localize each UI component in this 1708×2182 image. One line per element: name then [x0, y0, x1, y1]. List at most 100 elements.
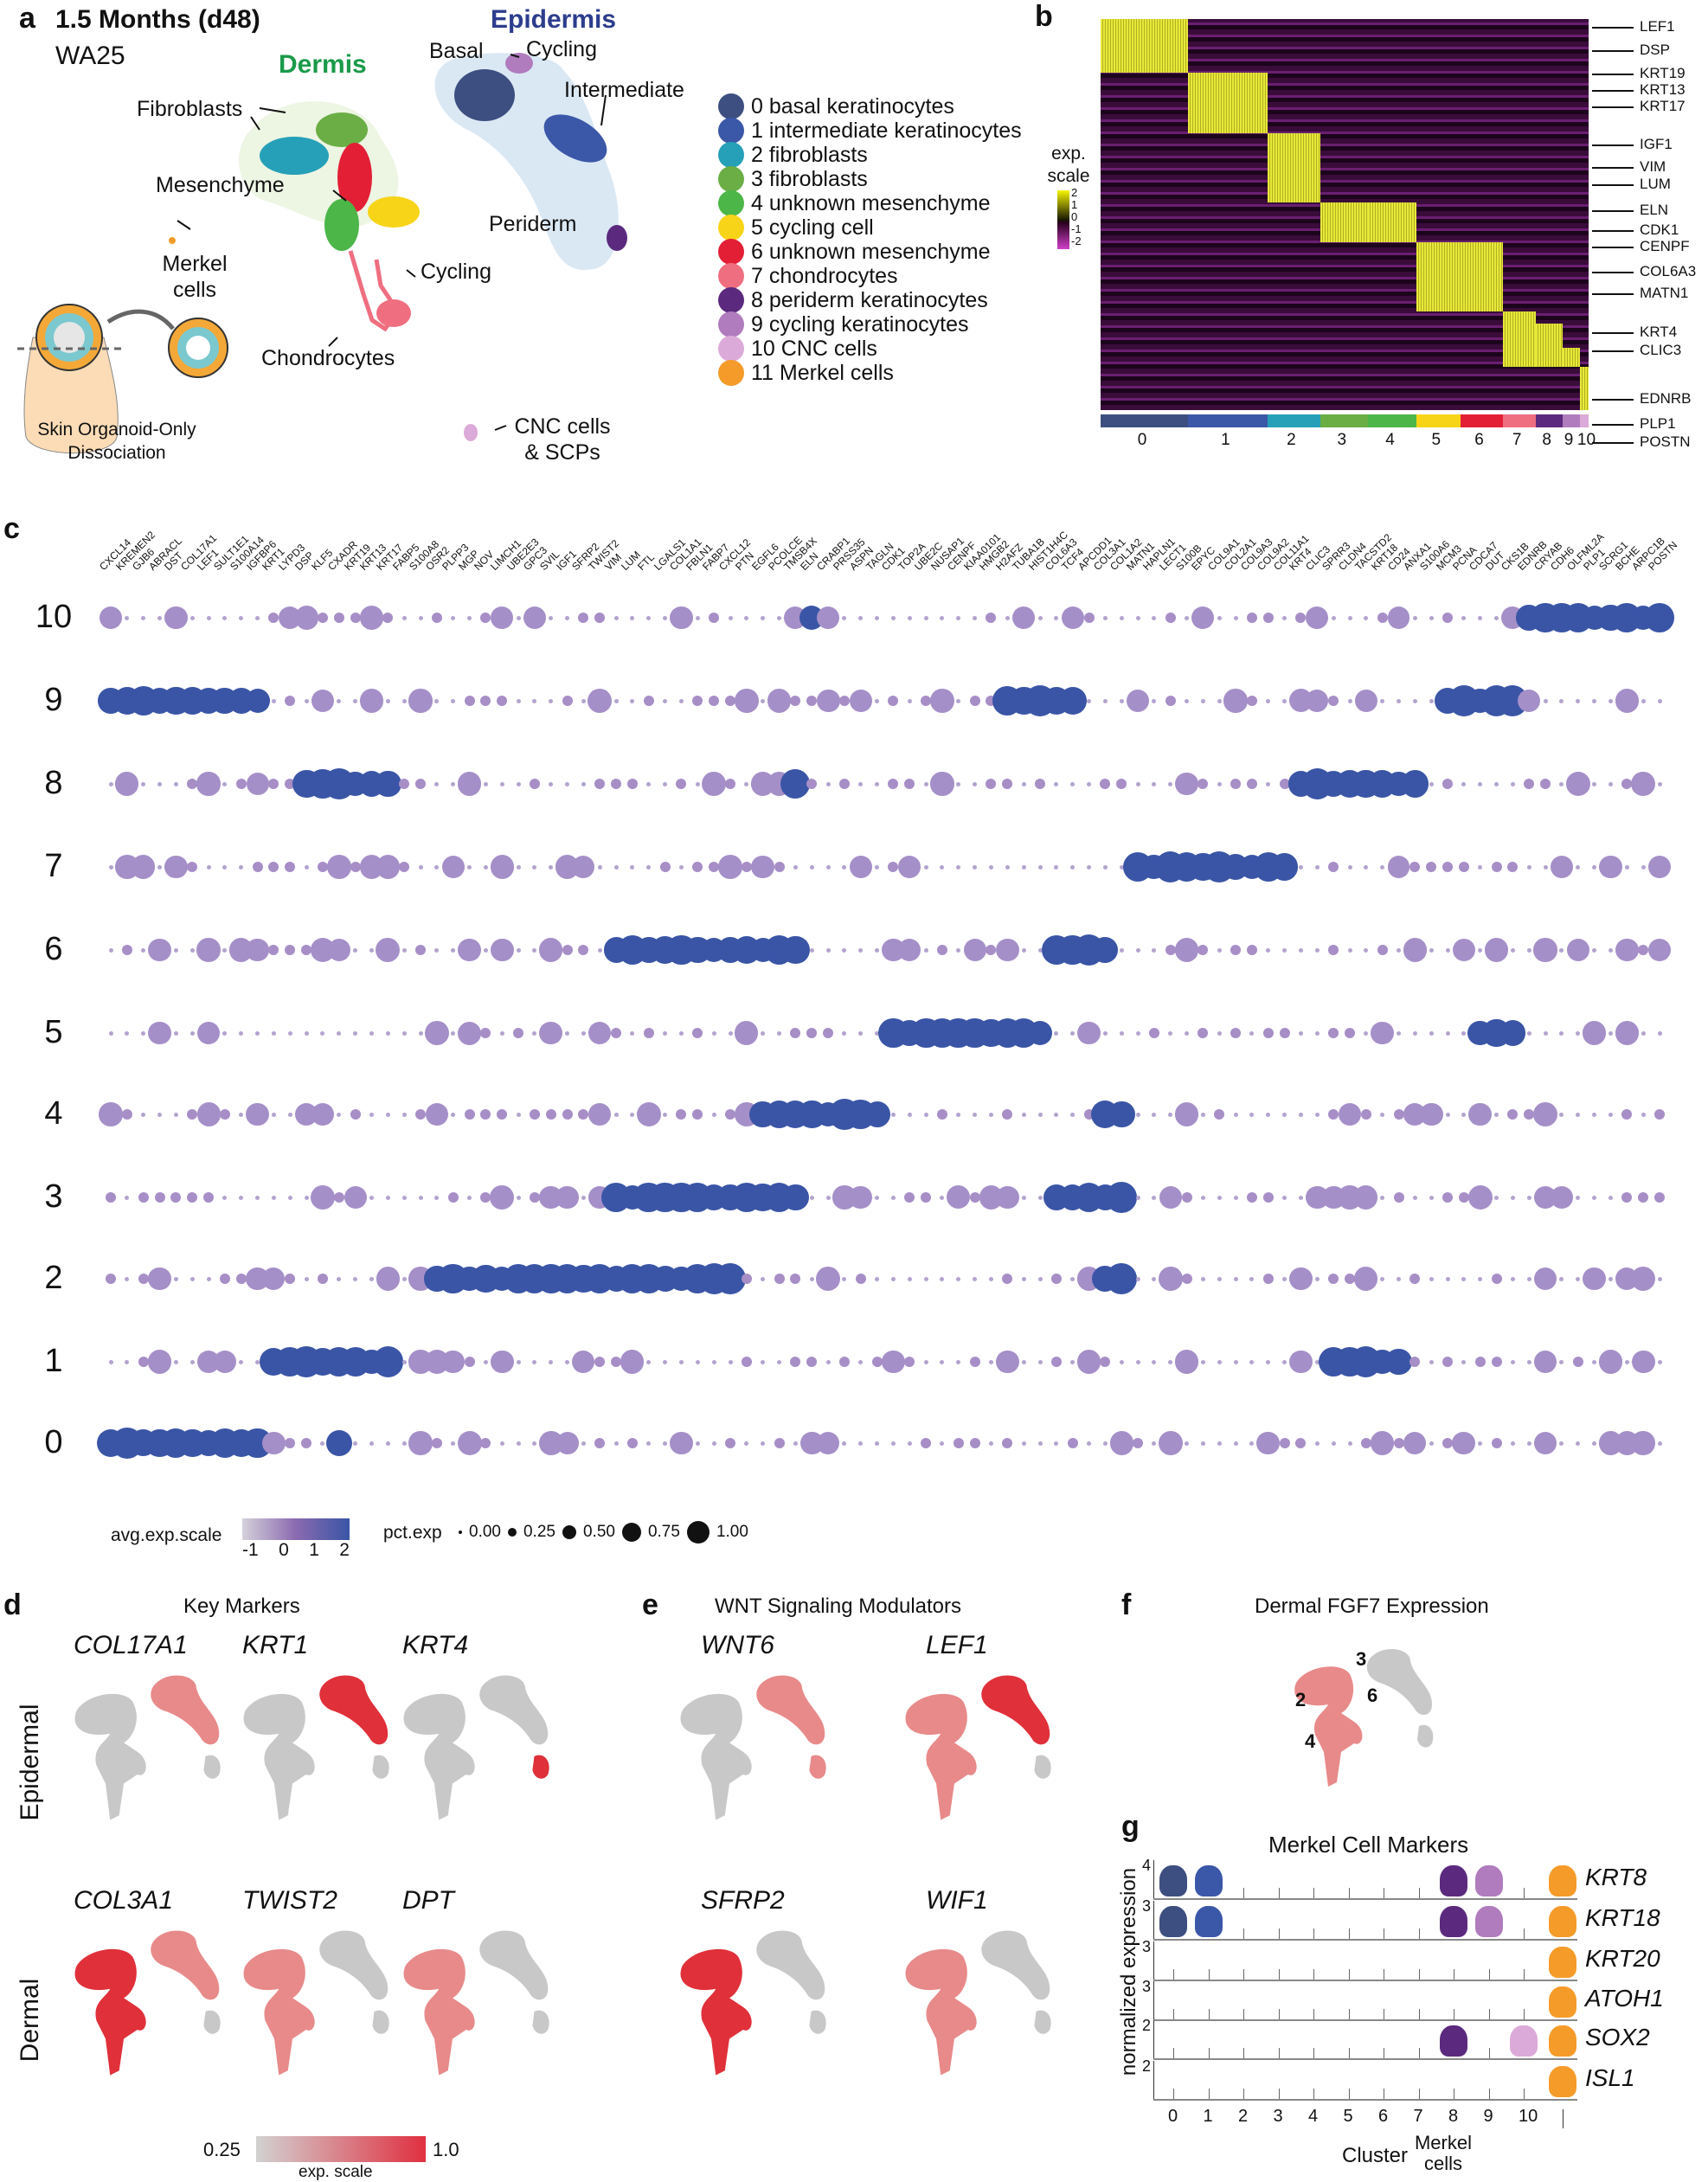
- dot: [1461, 781, 1467, 786]
- dotplot-color-legend-title: avg.exp.scale: [111, 1525, 222, 1545]
- dot: [1657, 1030, 1662, 1036]
- dot: [235, 779, 247, 789]
- dot: [1037, 1112, 1043, 1117]
- legend-item: 10 CNC cells: [718, 336, 877, 362]
- dot: [1298, 1112, 1303, 1117]
- dot: [678, 1030, 684, 1036]
- colorbar-tick: 0: [1071, 210, 1078, 223]
- legend-dot-icon: [718, 118, 744, 144]
- dot: [1526, 1030, 1531, 1036]
- dot: [1510, 1276, 1515, 1281]
- dot: [141, 1030, 146, 1036]
- legend-dot-icon: [718, 311, 744, 337]
- dot: [1647, 855, 1672, 879]
- dot: [1576, 864, 1581, 870]
- umap-gene-title: DPT: [402, 1886, 454, 1915]
- dot: [725, 1109, 735, 1120]
- dot: [1412, 1030, 1417, 1036]
- dot: [424, 1021, 449, 1045]
- dot: [304, 1276, 309, 1281]
- dot: [1135, 1276, 1140, 1281]
- dot: [1559, 1441, 1564, 1446]
- panel-c-label: c: [3, 512, 20, 545]
- dot: [1592, 864, 1597, 870]
- dot: [774, 1438, 785, 1448]
- dot: [1576, 1441, 1581, 1446]
- dot: [761, 1276, 766, 1281]
- size-dot-icon: [686, 1521, 710, 1543]
- dot: [986, 613, 997, 623]
- dot: [1461, 1276, 1467, 1281]
- dot: [1377, 945, 1388, 955]
- dot: [1200, 1441, 1205, 1446]
- dot: [239, 864, 244, 870]
- heatmap: [1101, 19, 1589, 410]
- dot: [1445, 1276, 1450, 1281]
- dot: [725, 1438, 735, 1448]
- size-dot-icon: [562, 1525, 576, 1539]
- dot: [1070, 1276, 1076, 1281]
- leader-line: [1592, 332, 1634, 335]
- dot: [1524, 1109, 1535, 1120]
- leader-line: [1592, 73, 1634, 75]
- dot: [434, 1195, 440, 1200]
- dot: [1067, 1438, 1078, 1448]
- dot: [317, 862, 328, 872]
- dot: [1168, 781, 1173, 786]
- dot: [809, 1276, 814, 1281]
- dot: [401, 615, 407, 620]
- dot: [1631, 1267, 1656, 1291]
- dot: [1200, 1359, 1205, 1364]
- dot: [718, 855, 742, 879]
- dot: [1526, 1276, 1531, 1281]
- dot: [659, 862, 671, 872]
- epidermis-label: Epidermis: [491, 5, 617, 34]
- dot: [816, 1431, 840, 1455]
- dot: [246, 1102, 269, 1126]
- dot: [529, 1192, 540, 1203]
- dot: [483, 864, 488, 870]
- dot: [692, 696, 703, 706]
- violin-spike: [1243, 2089, 1244, 2099]
- d-colorbar: [256, 2136, 426, 2162]
- dot: [594, 1438, 606, 1448]
- umap-plot: [900, 1921, 1073, 2094]
- dot: [206, 864, 211, 870]
- dot: [1559, 1276, 1564, 1281]
- dot: [1615, 689, 1639, 713]
- dot: [875, 1030, 880, 1036]
- dot: [695, 615, 700, 620]
- dot: [106, 1274, 116, 1284]
- dot: [678, 864, 684, 870]
- violin-shape: [1549, 1947, 1576, 1978]
- dot: [115, 772, 139, 796]
- dot: [451, 615, 456, 620]
- dot: [1657, 1441, 1662, 1446]
- dot: [842, 1276, 847, 1281]
- dot: [1087, 1441, 1092, 1446]
- umap-plot: [675, 1921, 848, 2094]
- dot: [1458, 862, 1469, 872]
- dot: [1233, 1112, 1238, 1117]
- legend-dot-icon: [718, 93, 744, 119]
- panel-b-label: b: [1035, 0, 1053, 33]
- dot: [702, 772, 727, 796]
- dot: [1102, 1030, 1108, 1036]
- dot: [751, 855, 775, 879]
- dot: [441, 855, 465, 879]
- dot: [239, 615, 244, 620]
- umap-plot: [675, 1665, 848, 1839]
- dot: [1100, 779, 1111, 789]
- dot: [578, 945, 589, 955]
- dot: [898, 938, 921, 962]
- dot: [1152, 698, 1157, 703]
- dot: [1109, 1431, 1133, 1455]
- heatmap-gene-label: LEF1: [1640, 18, 1675, 35]
- dot: [121, 1109, 132, 1120]
- dot: [940, 1359, 945, 1364]
- dot: [99, 1102, 123, 1126]
- dot: [1507, 1109, 1519, 1120]
- dot: [1314, 1276, 1320, 1281]
- dot: [855, 1274, 866, 1284]
- panel-e-label: e: [642, 1588, 658, 1621]
